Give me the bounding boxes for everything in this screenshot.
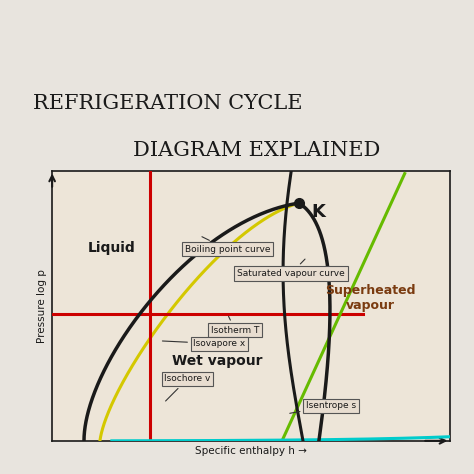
X-axis label: Specific enthalpy h →: Specific enthalpy h → xyxy=(195,447,307,456)
Text: Saturated vapour curve: Saturated vapour curve xyxy=(237,259,345,278)
Text: DIAGRAM EXPLAINED: DIAGRAM EXPLAINED xyxy=(133,141,380,160)
Text: Boiling point curve: Boiling point curve xyxy=(184,237,270,254)
Text: K: K xyxy=(311,202,325,220)
Text: REFRIGERATION CYCLE: REFRIGERATION CYCLE xyxy=(33,94,303,113)
Text: Isovapore x: Isovapore x xyxy=(163,339,246,348)
Text: Liquid: Liquid xyxy=(88,241,136,255)
Text: Superheated
vapour: Superheated vapour xyxy=(326,283,416,311)
Y-axis label: Pressure log p: Pressure log p xyxy=(36,269,46,343)
Text: Isentrope s: Isentrope s xyxy=(290,401,356,413)
Text: Wet vapour: Wet vapour xyxy=(172,354,262,368)
Text: Isochore v: Isochore v xyxy=(164,374,211,401)
Text: Isotherm T: Isotherm T xyxy=(211,316,259,335)
